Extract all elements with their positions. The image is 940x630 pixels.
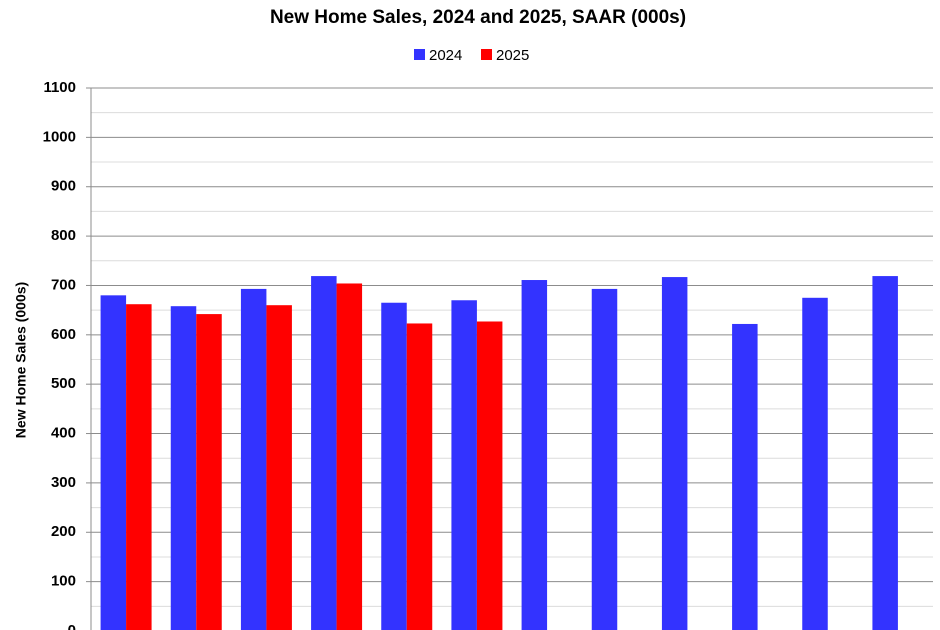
bar bbox=[476, 321, 503, 630]
bar bbox=[170, 306, 197, 630]
y-tick-label: 900 bbox=[51, 178, 76, 195]
y-tick-label: 500 bbox=[51, 375, 76, 392]
y-tick-label: 1100 bbox=[43, 79, 76, 96]
bar bbox=[100, 295, 127, 630]
bar bbox=[591, 288, 618, 630]
y-tick-label: 700 bbox=[51, 276, 76, 293]
y-tick-label: 400 bbox=[51, 425, 76, 442]
y-tick-label: 300 bbox=[51, 474, 76, 491]
y-tick-label: 0 bbox=[68, 622, 76, 630]
bar bbox=[336, 283, 363, 630]
bar bbox=[451, 300, 477, 630]
bar bbox=[196, 314, 222, 630]
bar bbox=[802, 297, 828, 630]
legend-swatch bbox=[414, 49, 425, 60]
y-tick-label: 1000 bbox=[43, 128, 76, 145]
bar bbox=[661, 277, 688, 630]
y-tick-label: 600 bbox=[51, 326, 76, 343]
bar bbox=[521, 280, 548, 630]
bar bbox=[266, 305, 292, 630]
y-axis-label: New Home Sales (000s) bbox=[13, 282, 29, 438]
legend-swatch bbox=[481, 49, 492, 60]
legend-label: 2024 bbox=[429, 47, 462, 64]
chart-title: New Home Sales, 2024 and 2025, SAAR (000… bbox=[270, 7, 686, 28]
legend-label: 2025 bbox=[496, 47, 529, 64]
y-tick-label: 100 bbox=[51, 573, 76, 590]
bar bbox=[240, 288, 267, 630]
bar bbox=[381, 302, 407, 630]
y-tick-label: 800 bbox=[51, 227, 76, 244]
bar bbox=[732, 323, 758, 630]
bar bbox=[311, 276, 337, 630]
bar bbox=[406, 323, 433, 630]
bar bbox=[126, 304, 152, 630]
bar bbox=[872, 276, 898, 630]
y-tick-label: 200 bbox=[51, 523, 76, 540]
